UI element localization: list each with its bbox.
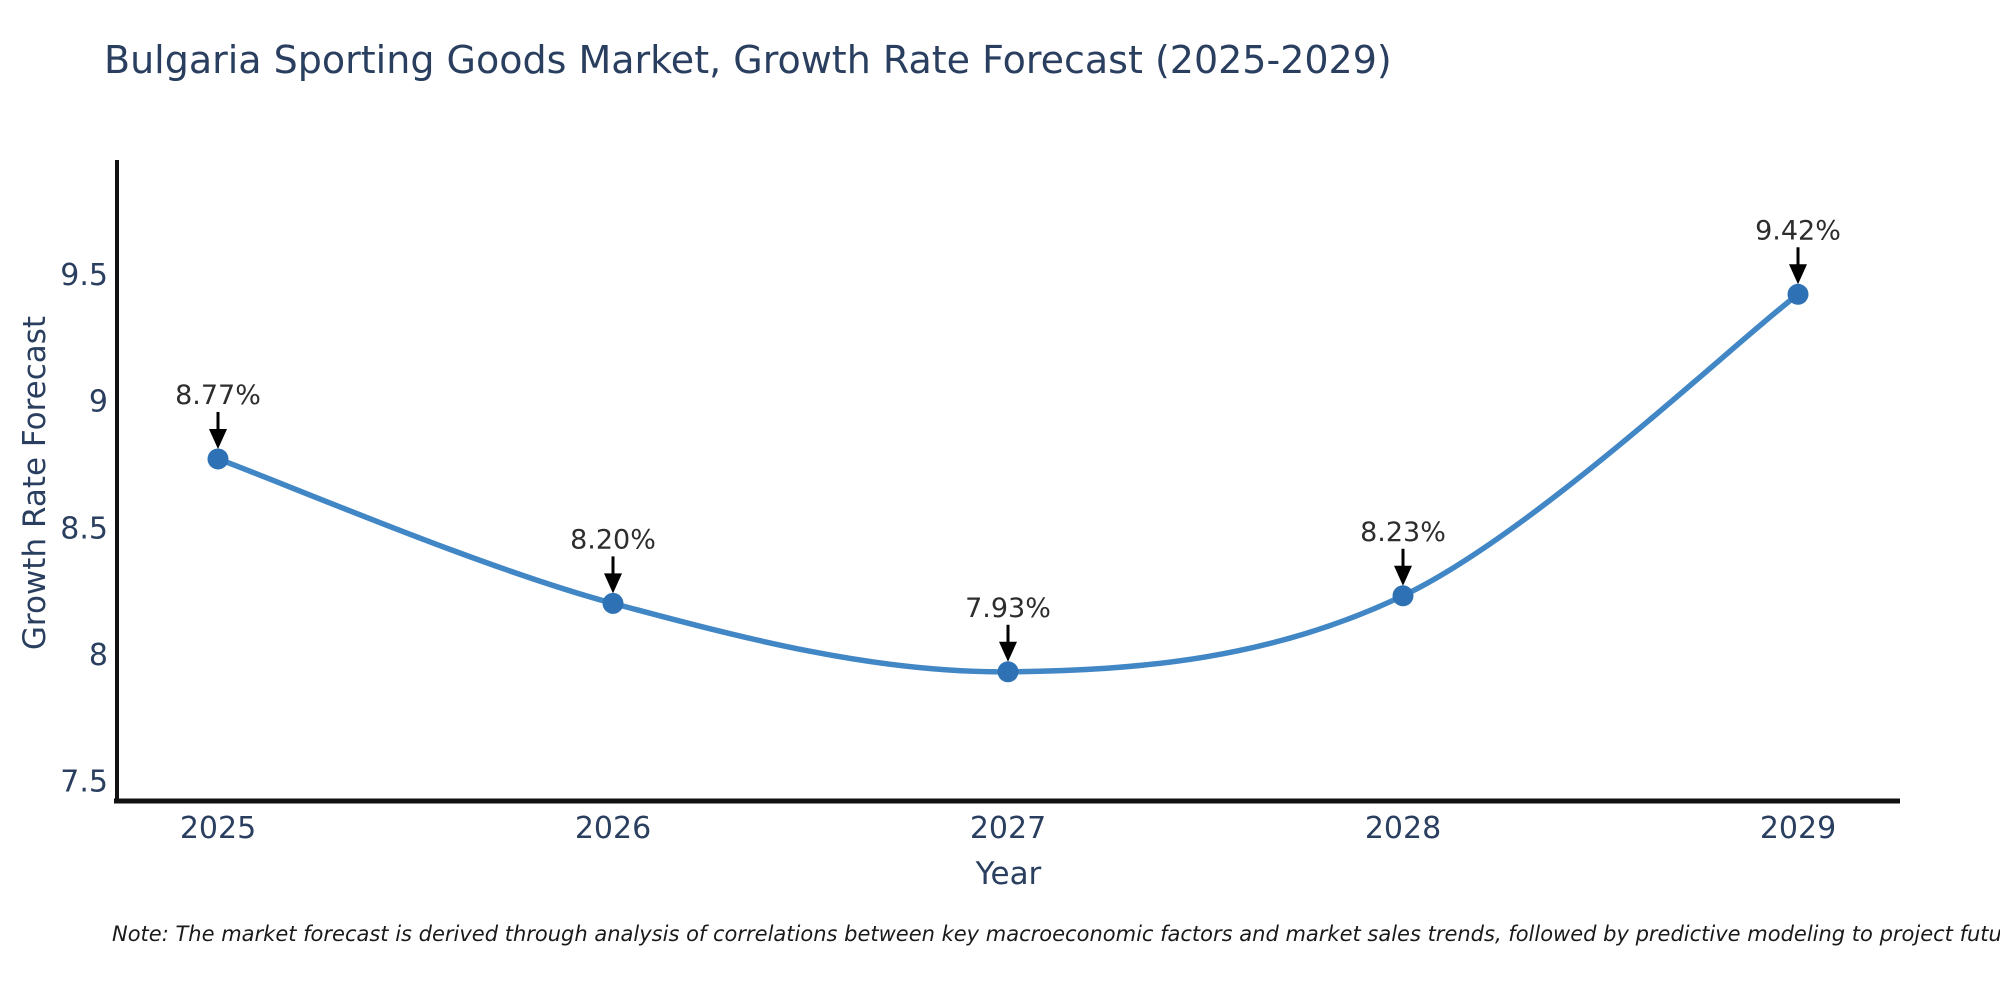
data-point-label: 7.93% bbox=[965, 593, 1051, 624]
annotation-arrowhead bbox=[1394, 565, 1412, 586]
data-point-marker bbox=[1787, 283, 1809, 305]
data-point-label: 9.42% bbox=[1755, 215, 1841, 246]
y-tick-label: 7.5 bbox=[60, 765, 108, 800]
data-point-label: 8.77% bbox=[175, 380, 261, 411]
data-point-marker bbox=[207, 448, 229, 470]
y-tick-label: 8.5 bbox=[60, 511, 108, 546]
x-tick-label: 2026 bbox=[575, 811, 651, 846]
x-tick-label: 2029 bbox=[1760, 811, 1836, 846]
x-axis-title: Year bbox=[975, 856, 1042, 892]
data-point-label: 8.20% bbox=[570, 524, 656, 555]
x-tick-label: 2028 bbox=[1365, 811, 1441, 846]
data-point-marker bbox=[602, 592, 624, 614]
x-tick-label: 2027 bbox=[970, 811, 1046, 846]
annotation-arrowhead bbox=[209, 428, 227, 449]
footnote: Note: The market forecast is derived thr… bbox=[112, 922, 2000, 946]
data-point-marker bbox=[1392, 585, 1414, 607]
y-tick-label: 9.5 bbox=[60, 258, 108, 293]
annotation-arrowhead bbox=[1789, 264, 1807, 285]
x-tick-label: 2025 bbox=[180, 811, 256, 846]
data-point-marker bbox=[997, 661, 1019, 683]
y-tick-label: 9 bbox=[89, 385, 108, 420]
chart-title: Bulgaria Sporting Goods Market, Growth R… bbox=[104, 38, 1392, 82]
data-point-label: 8.23% bbox=[1360, 517, 1446, 548]
y-tick-label: 8 bbox=[89, 638, 108, 673]
annotation-arrowhead bbox=[999, 641, 1017, 662]
annotation-arrowhead bbox=[604, 573, 622, 594]
